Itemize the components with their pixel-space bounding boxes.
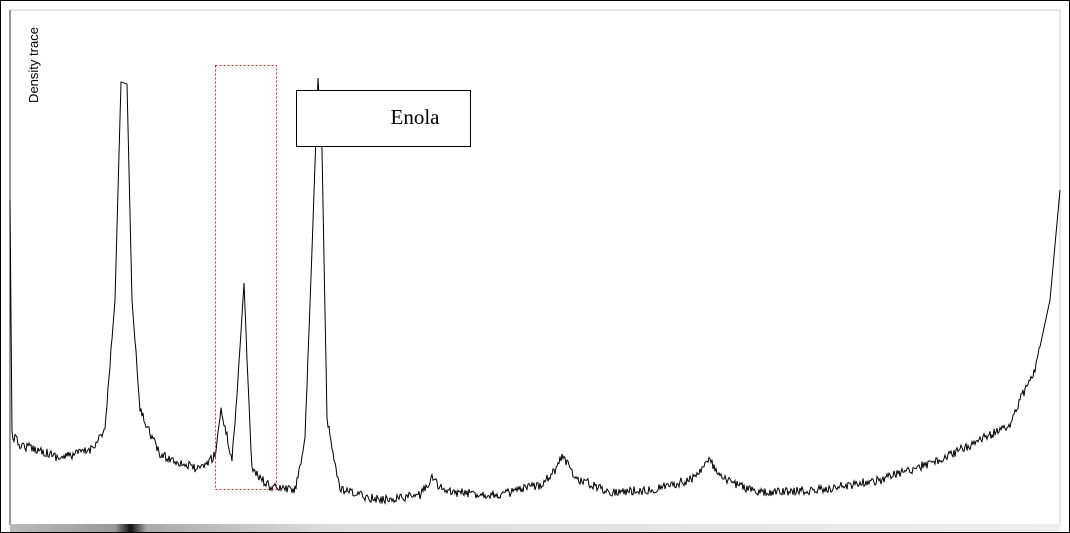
axis-label: Density trace <box>26 27 41 103</box>
annotation-box <box>297 91 471 147</box>
annotation: Enola <box>391 105 441 129</box>
plot-frame <box>10 10 1060 525</box>
gel-strip <box>10 524 1060 532</box>
density-trace-view: Enola Density trace <box>0 0 1070 533</box>
